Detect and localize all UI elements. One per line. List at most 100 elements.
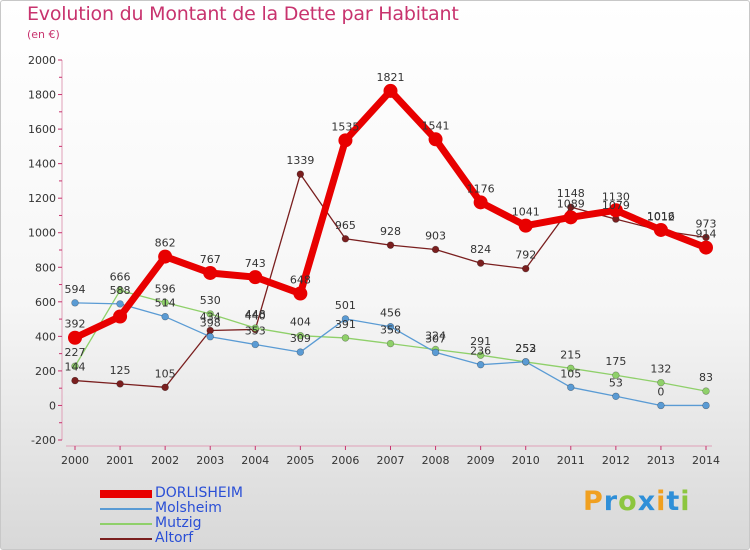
data-label: 215	[560, 348, 581, 361]
data-point	[341, 334, 350, 342]
data-label: 358	[380, 324, 401, 337]
data-label: 1012	[647, 211, 675, 224]
data-label: 83	[699, 371, 713, 384]
data-label: 252	[515, 342, 536, 355]
data-point	[476, 351, 485, 359]
y-tick-label: 1000	[28, 227, 56, 240]
data-label: 530	[200, 294, 221, 307]
data-point	[203, 265, 218, 280]
data-label: 1130	[602, 190, 630, 203]
x-tick-label: 2006	[331, 454, 359, 467]
logo-letter: i	[680, 486, 691, 517]
data-label: 973	[696, 217, 717, 230]
data-label: 1079	[602, 199, 630, 212]
data-label: 862	[155, 237, 176, 250]
data-point	[702, 387, 710, 395]
x-tick-label: 2008	[422, 454, 450, 467]
data-point	[522, 358, 530, 366]
y-tick-label: 1800	[28, 89, 56, 102]
data-label: 792	[515, 249, 536, 262]
data-label: 1148	[557, 187, 585, 200]
data-label: 291	[470, 335, 491, 348]
x-tick-label: 2002	[151, 454, 179, 467]
data-label: 132	[650, 363, 671, 376]
legend-swatch	[100, 508, 152, 510]
data-label: 125	[110, 364, 131, 377]
y-tick-label: 0	[49, 399, 56, 412]
data-point	[158, 249, 173, 264]
data-point	[567, 364, 575, 373]
x-tick-label: 2005	[286, 454, 314, 467]
data-point	[476, 259, 485, 267]
data-point	[248, 270, 263, 285]
data-label: 596	[155, 283, 176, 296]
data-label: 514	[155, 297, 176, 310]
data-label: 1339	[286, 154, 314, 167]
data-label: 903	[425, 229, 446, 242]
data-point	[518, 218, 533, 233]
data-point	[612, 371, 620, 379]
data-point	[341, 315, 350, 323]
y-tick-label: 200	[35, 365, 56, 378]
x-tick-label: 2010	[512, 454, 540, 467]
data-point	[428, 132, 443, 147]
data-point	[431, 245, 440, 254]
data-label: 666	[110, 270, 131, 283]
data-point	[116, 300, 124, 308]
y-tick-label: 1400	[28, 158, 56, 171]
legend-label: Mutzig	[155, 515, 202, 531]
logo-letter: r	[603, 486, 619, 517]
data-point	[338, 133, 353, 148]
proxiti-logo: Proxiti	[583, 486, 691, 517]
data-point	[386, 339, 395, 348]
data-label: 928	[380, 225, 401, 238]
data-label: 0	[657, 385, 664, 398]
logo-letter: P	[583, 486, 604, 517]
data-point	[71, 299, 79, 307]
data-point	[113, 309, 128, 324]
x-tick-label: 2011	[557, 454, 585, 467]
data-point	[702, 401, 710, 410]
data-point	[251, 324, 259, 332]
data-point	[341, 235, 350, 243]
data-label: 588	[110, 284, 131, 297]
data-point	[473, 195, 488, 210]
data-label: 648	[290, 274, 311, 287]
data-point	[608, 203, 623, 218]
y-tick-label: 400	[35, 330, 56, 343]
x-tick-label: 2013	[647, 454, 675, 467]
legend-label: DORLISHEIM	[155, 485, 243, 501]
y-tick-label: 800	[35, 261, 56, 274]
data-label: 440	[245, 309, 266, 322]
data-point	[161, 298, 169, 307]
data-label: 105	[155, 367, 176, 380]
data-label: 1016	[647, 210, 675, 223]
data-point	[71, 362, 79, 370]
data-label: 743	[245, 257, 266, 270]
data-point	[251, 340, 259, 349]
data-label: 448	[245, 308, 266, 321]
data-label: 227	[65, 346, 86, 359]
y-tick-label: 2000	[28, 54, 56, 67]
data-point	[431, 348, 440, 357]
data-point	[161, 383, 169, 392]
data-label: 594	[65, 283, 86, 296]
data-label: 824	[470, 243, 491, 256]
data-label: 965	[335, 219, 356, 232]
data-label: 398	[200, 317, 221, 330]
data-label: 392	[65, 318, 86, 331]
data-label: 1176	[467, 182, 495, 195]
data-point	[386, 241, 395, 249]
data-point	[653, 222, 668, 237]
data-point	[161, 312, 169, 321]
legend-swatch	[100, 523, 152, 525]
legend-label: Molsheim	[155, 500, 222, 516]
data-point	[612, 392, 620, 400]
data-label: 175	[605, 355, 626, 368]
data-label: 53	[609, 376, 623, 389]
data-point	[476, 360, 485, 369]
data-point	[296, 331, 305, 340]
data-point	[386, 322, 395, 331]
legend-swatch	[100, 538, 152, 540]
data-label: 1041	[512, 206, 540, 219]
